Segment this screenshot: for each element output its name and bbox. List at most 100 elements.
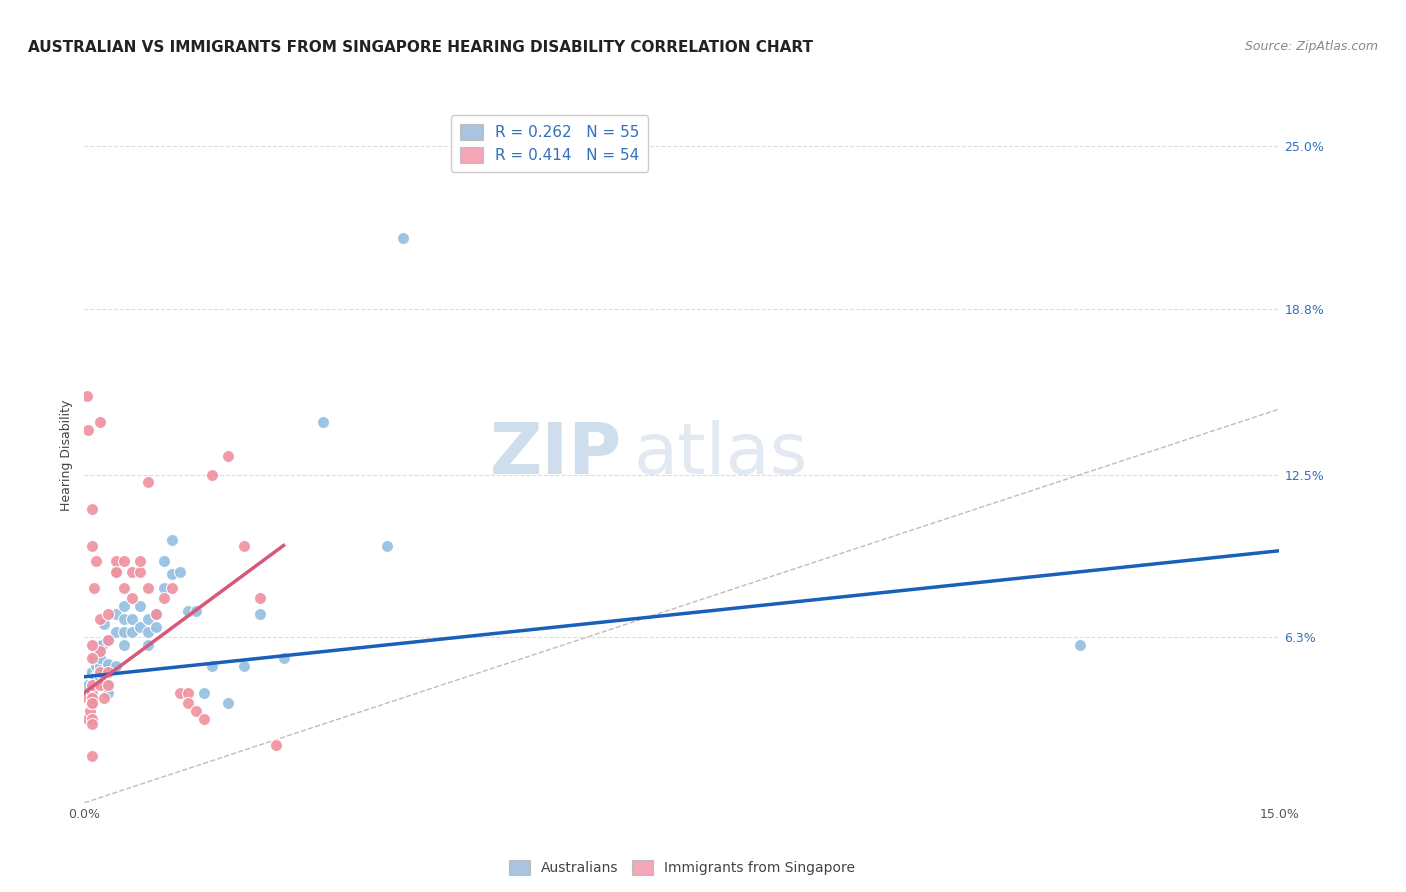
Point bbox=[136, 625, 159, 640]
Point bbox=[201, 467, 224, 482]
Point bbox=[217, 449, 239, 463]
Point bbox=[86, 643, 108, 657]
Point bbox=[82, 690, 104, 705]
Point bbox=[97, 659, 120, 673]
Point bbox=[169, 685, 191, 699]
Point bbox=[153, 554, 176, 568]
Point bbox=[93, 617, 115, 632]
Point bbox=[264, 738, 287, 752]
Point bbox=[129, 620, 152, 634]
Legend: Australians, Immigrants from Singapore: Australians, Immigrants from Singapore bbox=[503, 855, 860, 880]
Point bbox=[232, 539, 254, 553]
Point bbox=[145, 620, 167, 634]
Point bbox=[232, 659, 254, 673]
Point bbox=[312, 415, 335, 429]
Point bbox=[105, 565, 128, 579]
Point bbox=[77, 423, 100, 437]
Point bbox=[89, 651, 111, 665]
Point bbox=[249, 591, 271, 605]
Point bbox=[136, 475, 159, 490]
Text: atlas: atlas bbox=[634, 420, 808, 490]
Point bbox=[160, 581, 183, 595]
Point bbox=[153, 581, 176, 595]
Point bbox=[375, 539, 398, 553]
Point bbox=[201, 659, 224, 673]
Point bbox=[112, 554, 135, 568]
Point bbox=[145, 607, 167, 621]
Point bbox=[89, 638, 111, 652]
Point bbox=[82, 501, 104, 516]
Point bbox=[82, 712, 104, 726]
Point bbox=[177, 696, 200, 710]
Point bbox=[160, 533, 183, 548]
Text: Source: ZipAtlas.com: Source: ZipAtlas.com bbox=[1244, 40, 1378, 54]
Point bbox=[89, 670, 111, 684]
Point bbox=[82, 696, 104, 710]
Point bbox=[97, 657, 120, 671]
Text: AUSTRALIAN VS IMMIGRANTS FROM SINGAPORE HEARING DISABILITY CORRELATION CHART: AUSTRALIAN VS IMMIGRANTS FROM SINGAPORE … bbox=[28, 40, 813, 55]
Point bbox=[82, 690, 104, 705]
Point bbox=[89, 643, 111, 657]
Point bbox=[129, 565, 152, 579]
Point bbox=[105, 565, 128, 579]
Point bbox=[80, 696, 103, 710]
Point bbox=[97, 633, 120, 648]
Point bbox=[97, 665, 120, 679]
Point bbox=[89, 415, 111, 429]
Point bbox=[89, 612, 111, 626]
Point bbox=[1069, 638, 1091, 652]
Point bbox=[97, 678, 120, 692]
Point bbox=[193, 712, 215, 726]
Point bbox=[76, 690, 98, 705]
Point bbox=[87, 665, 110, 679]
Point bbox=[184, 704, 207, 718]
Point bbox=[121, 625, 143, 640]
Point bbox=[82, 539, 104, 553]
Point bbox=[83, 651, 105, 665]
Point bbox=[80, 665, 103, 679]
Point bbox=[145, 607, 167, 621]
Point bbox=[82, 696, 104, 710]
Point bbox=[77, 678, 100, 692]
Point bbox=[89, 678, 111, 692]
Point bbox=[82, 678, 104, 692]
Point bbox=[82, 685, 104, 699]
Point bbox=[83, 670, 105, 684]
Point bbox=[105, 625, 128, 640]
Legend: R = 0.262   N = 55, R = 0.414   N = 54: R = 0.262 N = 55, R = 0.414 N = 54 bbox=[450, 115, 648, 172]
Point bbox=[97, 607, 120, 621]
Point bbox=[121, 612, 143, 626]
Point bbox=[93, 690, 115, 705]
Point bbox=[112, 625, 135, 640]
Y-axis label: Hearing Disability: Hearing Disability bbox=[59, 400, 73, 510]
Point bbox=[273, 651, 295, 665]
Point bbox=[136, 581, 159, 595]
Point bbox=[112, 599, 135, 613]
Point bbox=[76, 389, 98, 403]
Point bbox=[82, 748, 104, 763]
Point bbox=[89, 665, 111, 679]
Point bbox=[129, 599, 152, 613]
Point bbox=[77, 712, 100, 726]
Point bbox=[217, 696, 239, 710]
Point bbox=[105, 659, 128, 673]
Point bbox=[105, 554, 128, 568]
Point bbox=[82, 678, 104, 692]
Point bbox=[153, 591, 176, 605]
Point bbox=[129, 554, 152, 568]
Point bbox=[392, 231, 415, 245]
Point bbox=[169, 565, 191, 579]
Point bbox=[121, 565, 143, 579]
Point bbox=[121, 591, 143, 605]
Point bbox=[136, 612, 159, 626]
Point bbox=[79, 704, 101, 718]
Point bbox=[112, 638, 135, 652]
Point bbox=[177, 685, 200, 699]
Point bbox=[112, 581, 135, 595]
Point bbox=[82, 717, 104, 731]
Point bbox=[82, 638, 104, 652]
Point bbox=[86, 554, 108, 568]
Point bbox=[82, 665, 104, 679]
Point bbox=[82, 651, 104, 665]
Point bbox=[90, 638, 112, 652]
